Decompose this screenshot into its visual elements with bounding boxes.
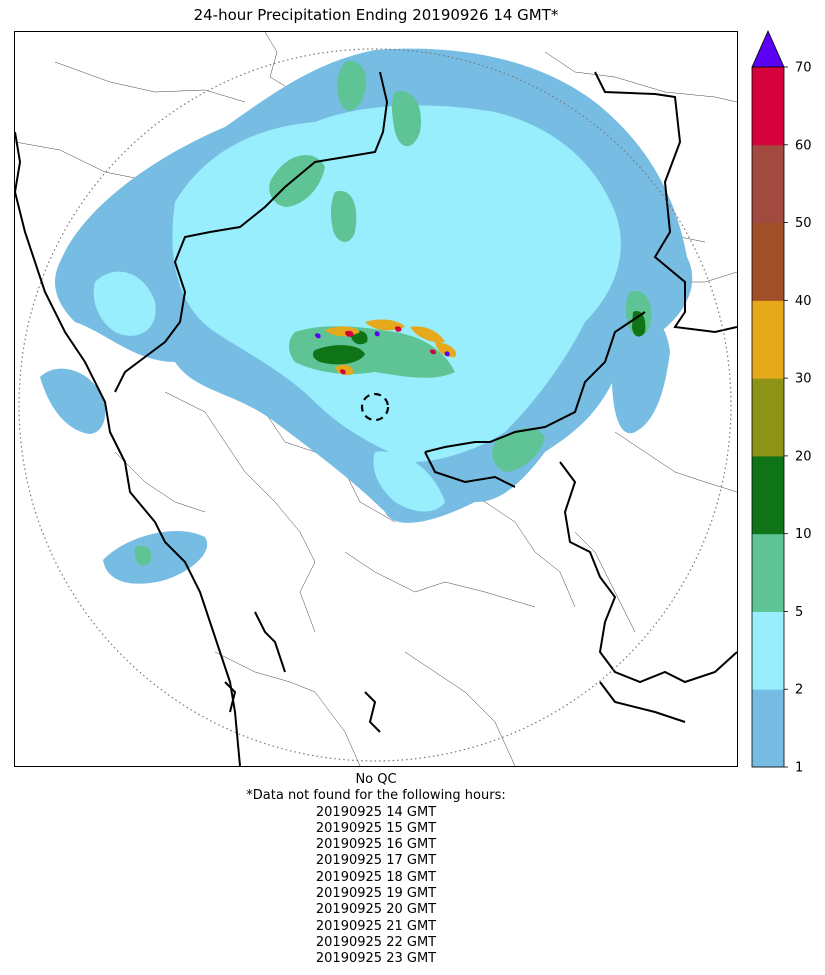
colorbar-ticks: 1 2 5 10 20 30 40 50 60 70 (784, 61, 812, 776)
colorbar-tick-label: 70 (795, 61, 812, 76)
map-title: 24-hour Precipitation Ending 20190926 14… (193, 6, 559, 24)
precip-heavy-5 (492, 427, 545, 472)
missing-hour: 20190925 18 GMT (315, 869, 437, 885)
colorbar-tick-label: 2 (795, 683, 803, 698)
precip-60-70-cells (340, 326, 437, 375)
missing-hour: 20190925 23 GMT (315, 951, 437, 967)
colorbar-tick-label: 10 (795, 527, 812, 542)
precip-heavy-8 (134, 545, 152, 566)
missing-hour: 20190925 21 GMT (315, 918, 437, 934)
precip-very-heavy-1 (312, 345, 365, 365)
missing-hour: 20190925 22 GMT (315, 934, 437, 950)
colorbar-bin (752, 378, 784, 457)
qc-note: No QC (355, 772, 397, 787)
range-ring (18, 48, 732, 762)
colorbar-bin (752, 533, 784, 612)
precip-light-sw (103, 530, 208, 584)
precip-heavy-1 (269, 155, 325, 207)
colorbar-bin (752, 455, 784, 535)
precip-heavy-7 (330, 191, 357, 242)
colorbar-tick-label: 40 (795, 294, 812, 309)
colorbar-bin (752, 300, 784, 379)
colorbar-bin (752, 689, 784, 768)
missing-data-header: *Data not found for the following hours: (246, 788, 506, 804)
precipitation-field (40, 48, 693, 584)
footer-notes: No QC *Data not found for the following … (14, 772, 738, 968)
colorbar-bin (752, 222, 784, 301)
precip-heavy-3 (391, 91, 421, 147)
missing-hour: 20190925 14 GMT (315, 804, 437, 820)
precip-moderate-west (93, 271, 156, 336)
country-borders (15, 71, 737, 766)
colorbar-tick-label: 20 (795, 449, 812, 464)
colorbar-overflow-arrow (751, 30, 785, 68)
precip-30-40-cells (325, 319, 457, 376)
missing-hour: 20190925 20 GMT (315, 902, 437, 918)
colorbar: 1 2 5 10 20 30 40 50 60 70 (751, 30, 812, 776)
colorbar-bin (752, 67, 784, 146)
colorbar-tick-label: 60 (795, 138, 812, 153)
precip-moderate-south (373, 451, 445, 512)
precip-light-east (611, 314, 670, 434)
missing-hour: 20190925 19 GMT (315, 886, 437, 902)
colorbar-tick-label: 30 (795, 372, 812, 387)
precip-heavy-4 (289, 326, 455, 378)
colorbar-tick-label: 1 (795, 761, 803, 776)
precip-light-west (40, 368, 106, 434)
precip-heavy-2 (337, 61, 367, 111)
colorbar-outline (751, 66, 785, 768)
colorbar-tick-label: 5 (795, 605, 803, 620)
missing-hour: 20190925 16 GMT (315, 837, 437, 853)
colorbar-tick-label: 50 (795, 216, 812, 231)
missing-hour: 20190925 17 GMT (315, 853, 437, 869)
missing-hour: 20190925 15 GMT (315, 820, 437, 836)
colorbar-bins (752, 67, 784, 768)
radar-site-marker (360, 392, 390, 422)
precipitation-map-svg (15, 32, 737, 766)
radar-map (14, 31, 738, 767)
colorbar-bin (752, 144, 784, 224)
colorbar-bin (752, 611, 784, 690)
